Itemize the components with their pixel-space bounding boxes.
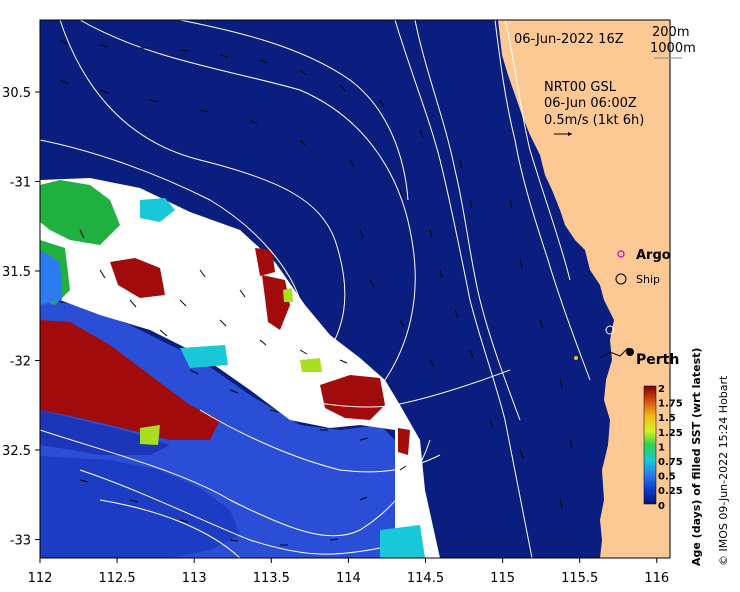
x-tick-label: 115.5 [561, 571, 598, 586]
colorbar-tick-label: 1 [658, 442, 665, 453]
date-label: 06-Jun-2022 16Z [514, 32, 624, 47]
argo-icon [617, 250, 625, 258]
bathymetry-contours [40, 20, 591, 558]
x-tick-label: 113 [182, 571, 207, 586]
current-scale: 0.5m/s (1kt 6h) [544, 113, 644, 128]
x-tick-label: 112.5 [98, 571, 135, 586]
current-time: 06-Jun 06:00Z [544, 96, 637, 111]
colorbar-tick-label: 2 [658, 384, 665, 395]
colorbar-tick-label: 1.5 [658, 413, 676, 424]
land-mass [498, 20, 670, 558]
ship-track-marker [605, 325, 615, 335]
y-axis: 30.5 -31 31.5 -32 32.5 -33 [2, 86, 40, 549]
island-marker [574, 356, 578, 360]
plot-frame [39, 19, 671, 559]
x-tick-label: 113.5 [253, 571, 290, 586]
perth-label: Perth [636, 352, 679, 368]
credit-text: © IMOS 09-Jun-2022 15:24 Hobart [717, 375, 730, 566]
colorbar-tick-label: 0 [658, 501, 665, 512]
colorbar-tick-label: 0.25 [658, 486, 683, 497]
coastline-detail [599, 347, 629, 359]
contour-label-200: 200m [652, 25, 689, 40]
y-tick-label: -32 [10, 355, 31, 370]
current-source: NRT00 GSL [544, 80, 617, 95]
colorbar [643, 385, 657, 505]
colorbar-tick-label: 1.75 [658, 399, 683, 410]
y-tick-label: -31 [10, 176, 31, 191]
colorbar-tick-label: 1.25 [658, 428, 683, 439]
colorbar-tick-label: 0.5 [658, 472, 676, 483]
y-tick-label: 32.5 [2, 444, 31, 459]
colorbar-tick-label: 0.75 [658, 457, 683, 468]
scale-arrow [554, 132, 572, 136]
argo-label: Argo [636, 248, 671, 263]
y-tick-label: -33 [10, 534, 31, 549]
contour-label-1000: 1000m [650, 41, 696, 56]
colorbar-title: Age (days) of filled SST (wrt latest) [690, 348, 703, 566]
current-vectors [59, 39, 573, 546]
x-tick-label: 115 [490, 571, 515, 586]
x-tick-label: 114.5 [407, 571, 444, 586]
y-tick-label: 31.5 [2, 265, 31, 280]
ship-icon [615, 273, 627, 285]
x-axis: 112 112.5 113 113.5 114 114.5 115 115.5 116 [28, 558, 669, 586]
plot-area [40, 20, 670, 558]
ship-label: Ship [636, 273, 660, 286]
x-tick-label: 116 [644, 571, 669, 586]
x-tick-label: 114 [336, 571, 361, 586]
sst-patches [40, 178, 440, 558]
x-tick-label: 112 [28, 571, 53, 586]
colorbar-ticks: 2 1.75 1.5 1.25 1 0.75 0.5 0.25 0 [658, 384, 683, 512]
perth-marker [626, 348, 634, 356]
y-tick-label: 30.5 [2, 86, 31, 101]
